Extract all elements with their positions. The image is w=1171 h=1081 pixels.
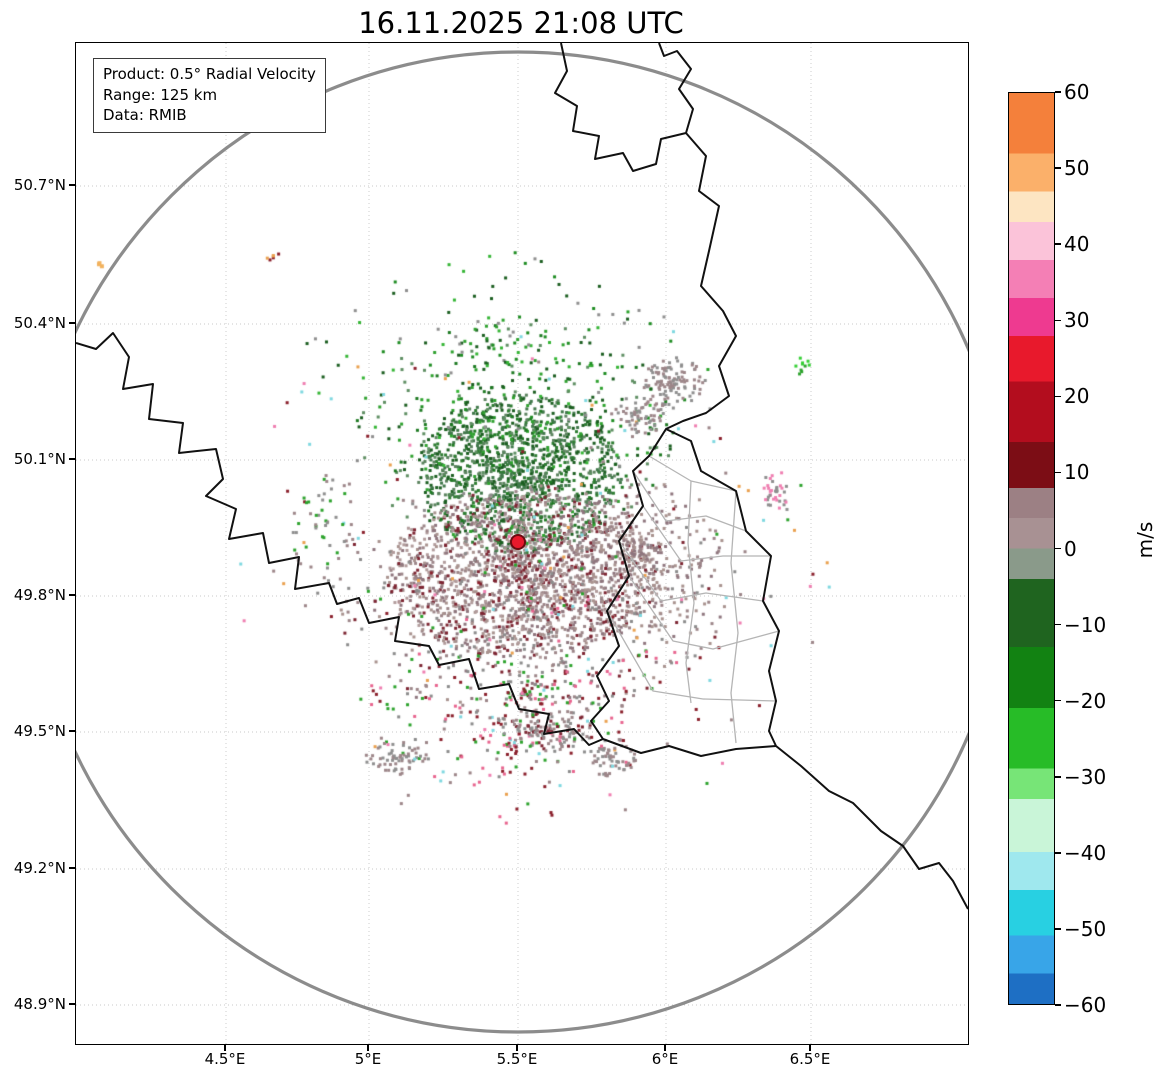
plot-title: 16.11.2025 21:08 UTC	[358, 6, 684, 40]
lat-tick-mark	[69, 594, 75, 596]
info-product-line: Product: 0.5° Radial Velocity	[103, 65, 316, 83]
country-border	[665, 132, 968, 910]
colorbar-tick-label: −50	[1064, 916, 1107, 941]
colorbar-tick-mark	[1055, 852, 1061, 854]
province-border	[628, 575, 780, 650]
lat-tick-label: 48.9°N	[13, 995, 66, 1013]
province-border	[642, 505, 771, 562]
lat-tick-mark	[69, 730, 75, 732]
lat-tick-mark	[69, 1003, 75, 1005]
colorbar-tick-mark	[1055, 547, 1061, 550]
colorbar-tick-mark	[1055, 395, 1061, 398]
colorbar-unit-label: m/s	[1133, 521, 1157, 559]
colorbar-tick-mark	[1055, 1004, 1061, 1006]
colorbar-tick-label: 60	[1064, 80, 1090, 104]
lon-tick-mark	[224, 1044, 226, 1051]
lon-tick-mark	[367, 1044, 369, 1051]
lon-tick-label: 5°E	[354, 1050, 382, 1068]
lon-tick-label: 4.5°E	[204, 1050, 246, 1068]
colorbar-tick-label: −20	[1064, 688, 1107, 713]
country-border	[590, 428, 777, 757]
map-layer	[76, 43, 968, 1034]
radar-site-marker	[510, 534, 526, 550]
country-border	[76, 332, 604, 746]
colorbar-tick-mark	[1055, 471, 1061, 474]
colorbar-tick-label: −40	[1064, 840, 1107, 865]
colorbar-tick-label: 10	[1064, 460, 1090, 485]
lat-tick-mark	[69, 184, 75, 186]
colorbar-tick-mark	[1055, 167, 1061, 169]
lon-tick-label: 6°E	[651, 1050, 679, 1068]
province-border	[632, 470, 747, 532]
lon-tick-label: 6.5°E	[789, 1050, 831, 1068]
lon-tick-mark	[664, 1044, 666, 1051]
province-border	[730, 490, 739, 744]
colorbar-tick-mark	[1055, 319, 1061, 321]
colorbar	[1008, 92, 1055, 1005]
lat-tick-label: 50.7°N	[13, 176, 66, 194]
colorbar-tick-label: 40	[1064, 232, 1090, 257]
colorbar-tick-mark	[1055, 699, 1061, 702]
province-border	[606, 610, 777, 702]
lat-tick-label: 49.8°N	[13, 586, 66, 604]
info-box: Product: 0.5° Radial Velocity Range: 125…	[93, 58, 326, 134]
province-border	[685, 480, 695, 704]
colorbar-gradient	[1009, 93, 1054, 1004]
province-border	[648, 455, 737, 492]
colorbar-tick-label: 30	[1064, 308, 1090, 333]
lat-tick-mark	[69, 458, 75, 460]
colorbar-tick-label: 50	[1064, 156, 1090, 181]
colorbar-tick-mark	[1055, 243, 1061, 245]
country-border	[554, 43, 694, 172]
lat-tick-label: 49.5°N	[13, 722, 66, 740]
lon-tick-mark	[809, 1044, 811, 1051]
map-plot[interactable]: Product: 0.5° Radial Velocity Range: 125…	[75, 42, 969, 1045]
info-data-source-line: Data: RMIB	[103, 106, 187, 125]
colorbar-tick-label: 20	[1064, 384, 1090, 409]
colorbar-tick-mark	[1055, 776, 1061, 778]
lat-tick-mark	[69, 867, 75, 869]
colorbar-tick-label: −30	[1064, 764, 1107, 789]
info-range-line: Range: 125 km	[103, 85, 218, 104]
range-ring	[76, 50, 968, 1034]
lat-tick-label: 49.2°N	[13, 859, 66, 877]
lat-tick-label: 50.4°N	[13, 314, 66, 332]
colorbar-tick-mark	[1055, 623, 1061, 626]
lon-tick-label: 5.5°E	[496, 1050, 538, 1068]
colorbar-tick-label: 0	[1064, 536, 1077, 561]
lon-tick-mark	[516, 1044, 518, 1051]
colorbar-tick-label: −60	[1064, 993, 1107, 1017]
lat-tick-mark	[69, 322, 75, 324]
lat-tick-label: 50.1°N	[13, 450, 66, 468]
colorbar-tick-label: −10	[1064, 612, 1107, 637]
colorbar-tick-mark	[1055, 91, 1061, 93]
colorbar-tick-mark	[1055, 928, 1061, 930]
